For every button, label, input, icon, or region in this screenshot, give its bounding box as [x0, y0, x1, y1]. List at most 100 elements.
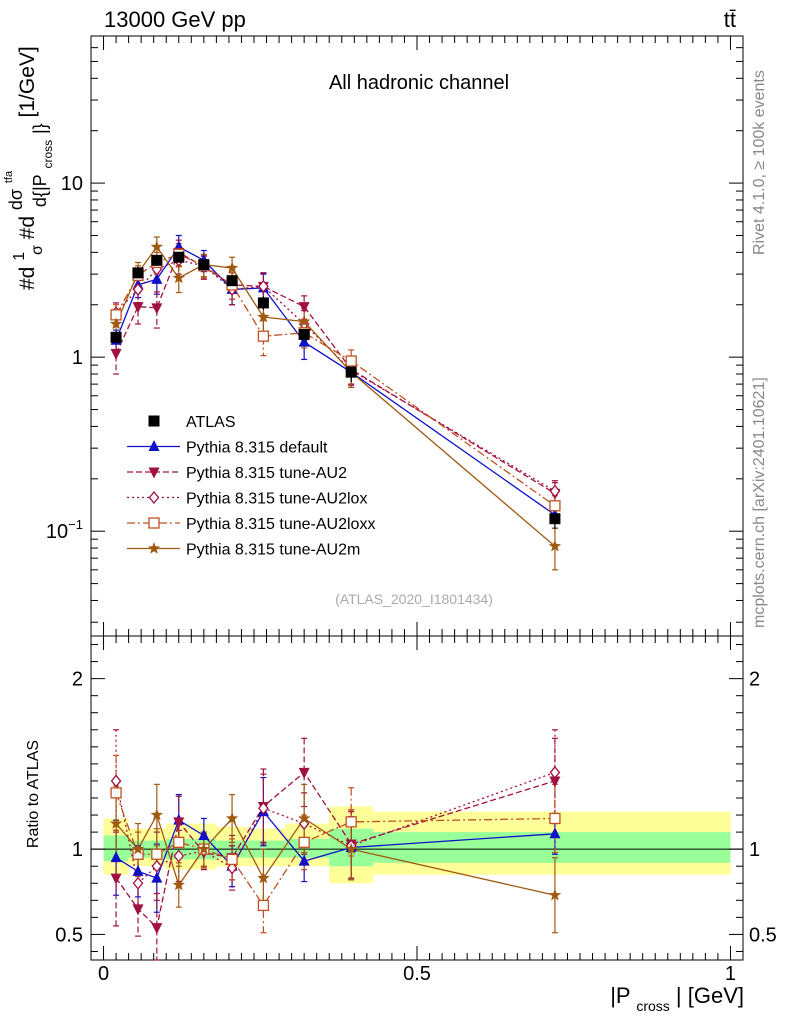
- ratio-marker-default: [198, 829, 210, 841]
- ratio-marker-au2loxx: [173, 836, 185, 848]
- series-line-au2: [115, 251, 556, 494]
- marker-data: [173, 251, 185, 263]
- marker-data: [132, 267, 144, 279]
- ratio-marker-au2lox: [110, 774, 122, 788]
- ratio-marker-au2: [151, 923, 163, 935]
- marker-au2: [298, 302, 310, 314]
- ratio-marker-au2m: [298, 812, 311, 824]
- ratio-marker-au2loxx: [151, 848, 163, 860]
- marker-data: [298, 328, 310, 340]
- ylabel-frac2-sup: tfa: [3, 170, 15, 183]
- ylabel-frac2-num: dσ: [6, 189, 26, 210]
- ratio-y-tick-label-right: 2: [749, 669, 760, 691]
- svg-text:#d 1 σ #d: #d 1 σ #d dσ tfa d{|P cross |} [1/GeV]: [0, 46, 57, 290]
- series-line-au2m: [115, 245, 556, 547]
- ratio-axis-ticks: 0.5 0.5 1 1 2 2 0 0.5 1: [55, 636, 777, 985]
- ratio-marker-default: [298, 854, 310, 866]
- channel-title: All hadronic channel: [329, 72, 509, 94]
- ratio-marker-au2loxx: [298, 836, 310, 848]
- ratio-marker-au2m: [109, 817, 123, 829]
- ratio-marker-au2loxx: [549, 812, 561, 825]
- x-tick-label: 1: [725, 963, 736, 985]
- ratio-marker-au2m: [257, 871, 270, 884]
- ylabel-frac2-den-end: |}: [30, 123, 50, 134]
- ratio-marker-au2loxx: [345, 816, 357, 828]
- ratio-marker-au2lox: [258, 801, 269, 815]
- marker-data: [198, 259, 210, 271]
- legend-label-au2loxx: Pythia 8.315 tune-AU2loxx: [186, 516, 375, 533]
- ratio-marker-au2: [549, 776, 561, 788]
- marker-au2: [132, 302, 144, 314]
- ratio-y-tick-label: 0.5: [55, 924, 83, 946]
- marker-default: [151, 272, 163, 284]
- ratio-marker-au2: [298, 767, 310, 779]
- ratio-marker-au2lox: [173, 849, 185, 863]
- ratio-marker-au2: [132, 904, 144, 916]
- marker-data: [151, 254, 163, 266]
- ylabel-prefix: #d: [16, 267, 39, 290]
- marker-au2loxx: [549, 500, 561, 512]
- y-tick-label-base: 1: [72, 347, 83, 369]
- legend-marker-au2m: [147, 542, 161, 554]
- marker-au2m: [225, 261, 239, 274]
- ratio-marker-au2lox: [226, 861, 238, 875]
- marker-au2m: [548, 539, 562, 552]
- ratio-line-au2lox: [115, 771, 556, 885]
- legend-marker-au2lox: [148, 490, 160, 505]
- ylabel-frac1-num: 1: [11, 252, 28, 261]
- ratio-marker-default: [110, 851, 122, 863]
- marker-data: [257, 297, 269, 309]
- ylabel-mid: #d: [16, 216, 39, 239]
- ratio-marker-au2: [110, 873, 122, 885]
- series-line-au2loxx: [115, 253, 556, 507]
- marker-au2: [110, 348, 122, 360]
- side-mcplots-label: mcplots.cern.ch [arXiv:2401.10621]: [751, 377, 768, 628]
- marker-au2loxx: [257, 330, 270, 342]
- marker-data: [345, 366, 357, 378]
- x-axis-label: |P cross | [GeV]: [610, 983, 744, 1016]
- ylabel-suffix: [1/GeV]: [16, 46, 39, 117]
- ratio-marker-au2loxx: [110, 787, 122, 799]
- ratio-marker-default: [151, 871, 163, 883]
- energy-label: 13000 GeV pp: [104, 7, 246, 32]
- legend-marker-au2loxx: [148, 517, 160, 529]
- legend: ATLAS Pythia 8.315 default Pythia 8.315 tu…: [127, 414, 375, 559]
- series-line-au2lox: [115, 259, 556, 492]
- ratio-line-default: [115, 810, 555, 879]
- analysis-id: (ATLAS_2020_I1801434): [335, 591, 493, 607]
- ratio-y-tick-label: 1: [72, 839, 83, 861]
- ratio-marker-au2lox: [549, 765, 561, 779]
- ratio-line-au2: [115, 771, 556, 929]
- marker-default: [298, 335, 310, 347]
- legend-marker-au2: [148, 467, 160, 479]
- xlabel-pre: |P: [610, 983, 630, 1008]
- ratio-y-tick-label-right: 1: [749, 839, 760, 861]
- ratio-series-lines: [115, 771, 556, 929]
- ratio-marker-default: [549, 827, 561, 839]
- ratio-marker-au2loxx: [226, 853, 238, 866]
- ratio-markers: [109, 765, 562, 935]
- ratio-line-au2m: [115, 813, 556, 896]
- ratio-marker-au2m: [345, 842, 358, 855]
- marker-au2lox: [549, 484, 561, 498]
- ylabel-frac1-den: σ: [29, 245, 46, 255]
- y-tick-label-exp: −1: [68, 517, 83, 532]
- ratio-y-tick-label-right: 0.5: [749, 924, 777, 946]
- legend-label-default: Pythia 8.315 default: [186, 440, 328, 457]
- x-tick-label: 0: [98, 963, 109, 985]
- marker-au2lox: [132, 282, 144, 296]
- ratio-y-axis-label: Ratio to ATLAS: [25, 740, 42, 848]
- marker-au2lox: [258, 279, 269, 293]
- ylabel-frac2-den: d{|P: [30, 174, 50, 207]
- ratio-marker-au2lox: [151, 859, 163, 873]
- ratio-marker-au2m: [131, 842, 145, 855]
- legend-marker-default: [148, 440, 160, 451]
- legend-marker-data: [148, 415, 160, 427]
- marker-au2loxx: [345, 355, 357, 367]
- marker-data: [549, 513, 561, 525]
- y-tick-label: 10−1: [46, 517, 83, 543]
- main-markers: [109, 240, 562, 552]
- ratio-marker-au2m: [548, 888, 562, 901]
